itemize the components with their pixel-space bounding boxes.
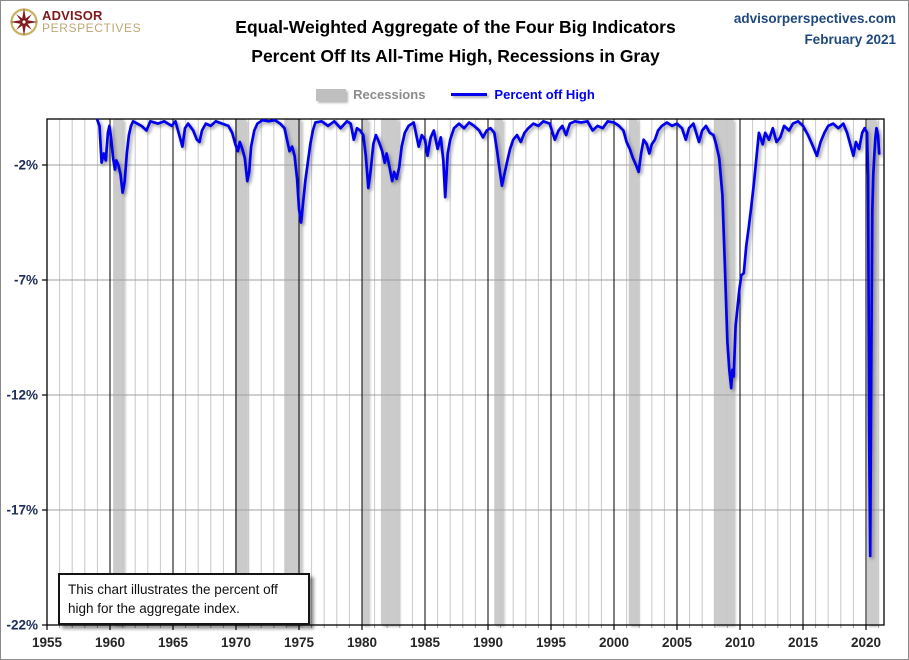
advisor-perspectives-logo: ADVISOR PERSPECTIVES bbox=[9, 7, 141, 37]
x-axis-tick-label: 2005 bbox=[662, 635, 693, 650]
legend-item-percent-off-high: Percent off High bbox=[451, 87, 595, 102]
annotation-line1: This chart illustrates the percent off bbox=[68, 582, 278, 597]
annotation-line2: high for the aggregate index. bbox=[68, 601, 240, 616]
logo-advisor-text: ADVISOR bbox=[42, 8, 103, 23]
recession-band bbox=[628, 119, 638, 625]
x-axis-tick-label: 1990 bbox=[473, 635, 503, 650]
x-axis-tick-label: 1985 bbox=[410, 635, 441, 650]
x-axis-tick-label: 1980 bbox=[347, 635, 377, 650]
y-axis-tick-label: -12% bbox=[6, 388, 38, 403]
x-axis-tick-label: 2000 bbox=[599, 635, 629, 650]
percent-off-high-swatch bbox=[451, 93, 488, 96]
annotation-box: This chart illustrates the percent off h… bbox=[58, 573, 310, 625]
y-axis-tick-label: -2% bbox=[14, 158, 38, 173]
recession-band bbox=[284, 119, 302, 625]
x-axis-tick-label: 1975 bbox=[284, 635, 315, 650]
recession-band bbox=[362, 119, 369, 625]
x-axis-tick-label: 1965 bbox=[158, 635, 189, 650]
legend-item-recessions: Recessions bbox=[316, 87, 425, 102]
x-axis-tick-label: 2015 bbox=[788, 635, 819, 650]
x-axis-tick-label: 1960 bbox=[95, 635, 125, 650]
legend-recessions-label: Recessions bbox=[353, 87, 426, 102]
x-axis-tick-label: 1970 bbox=[221, 635, 251, 650]
x-axis-tick-label: 1995 bbox=[536, 635, 567, 650]
y-axis-tick-label: -7% bbox=[14, 273, 38, 288]
source-site: advisorperspectives.com bbox=[733, 11, 896, 26]
legend-series-label: Percent off High bbox=[494, 87, 595, 102]
x-axis-tick-label: 1955 bbox=[32, 635, 63, 650]
recession-band bbox=[494, 119, 503, 625]
recession-band bbox=[380, 119, 399, 625]
x-axis-tick-label: 2010 bbox=[725, 635, 755, 650]
source-dateline: advisorperspectives.com February 2021 bbox=[734, 8, 896, 50]
x-axis-tick-label: 2020 bbox=[851, 635, 881, 650]
source-date: February 2021 bbox=[804, 32, 896, 47]
y-axis-tick-label: -17% bbox=[6, 503, 38, 518]
logo-perspectives-text: PERSPECTIVES bbox=[42, 21, 142, 35]
y-axis-tick-label: -22% bbox=[6, 618, 38, 633]
recessions-swatch bbox=[316, 88, 347, 101]
chart-legend: Recessions Percent off High bbox=[1, 87, 908, 102]
compass-icon bbox=[10, 8, 38, 36]
recession-band bbox=[113, 119, 124, 625]
percent-off-high-line bbox=[96, 118, 881, 558]
recession-band bbox=[713, 119, 734, 625]
plot-border bbox=[46, 118, 885, 626]
recession-band bbox=[234, 119, 247, 625]
